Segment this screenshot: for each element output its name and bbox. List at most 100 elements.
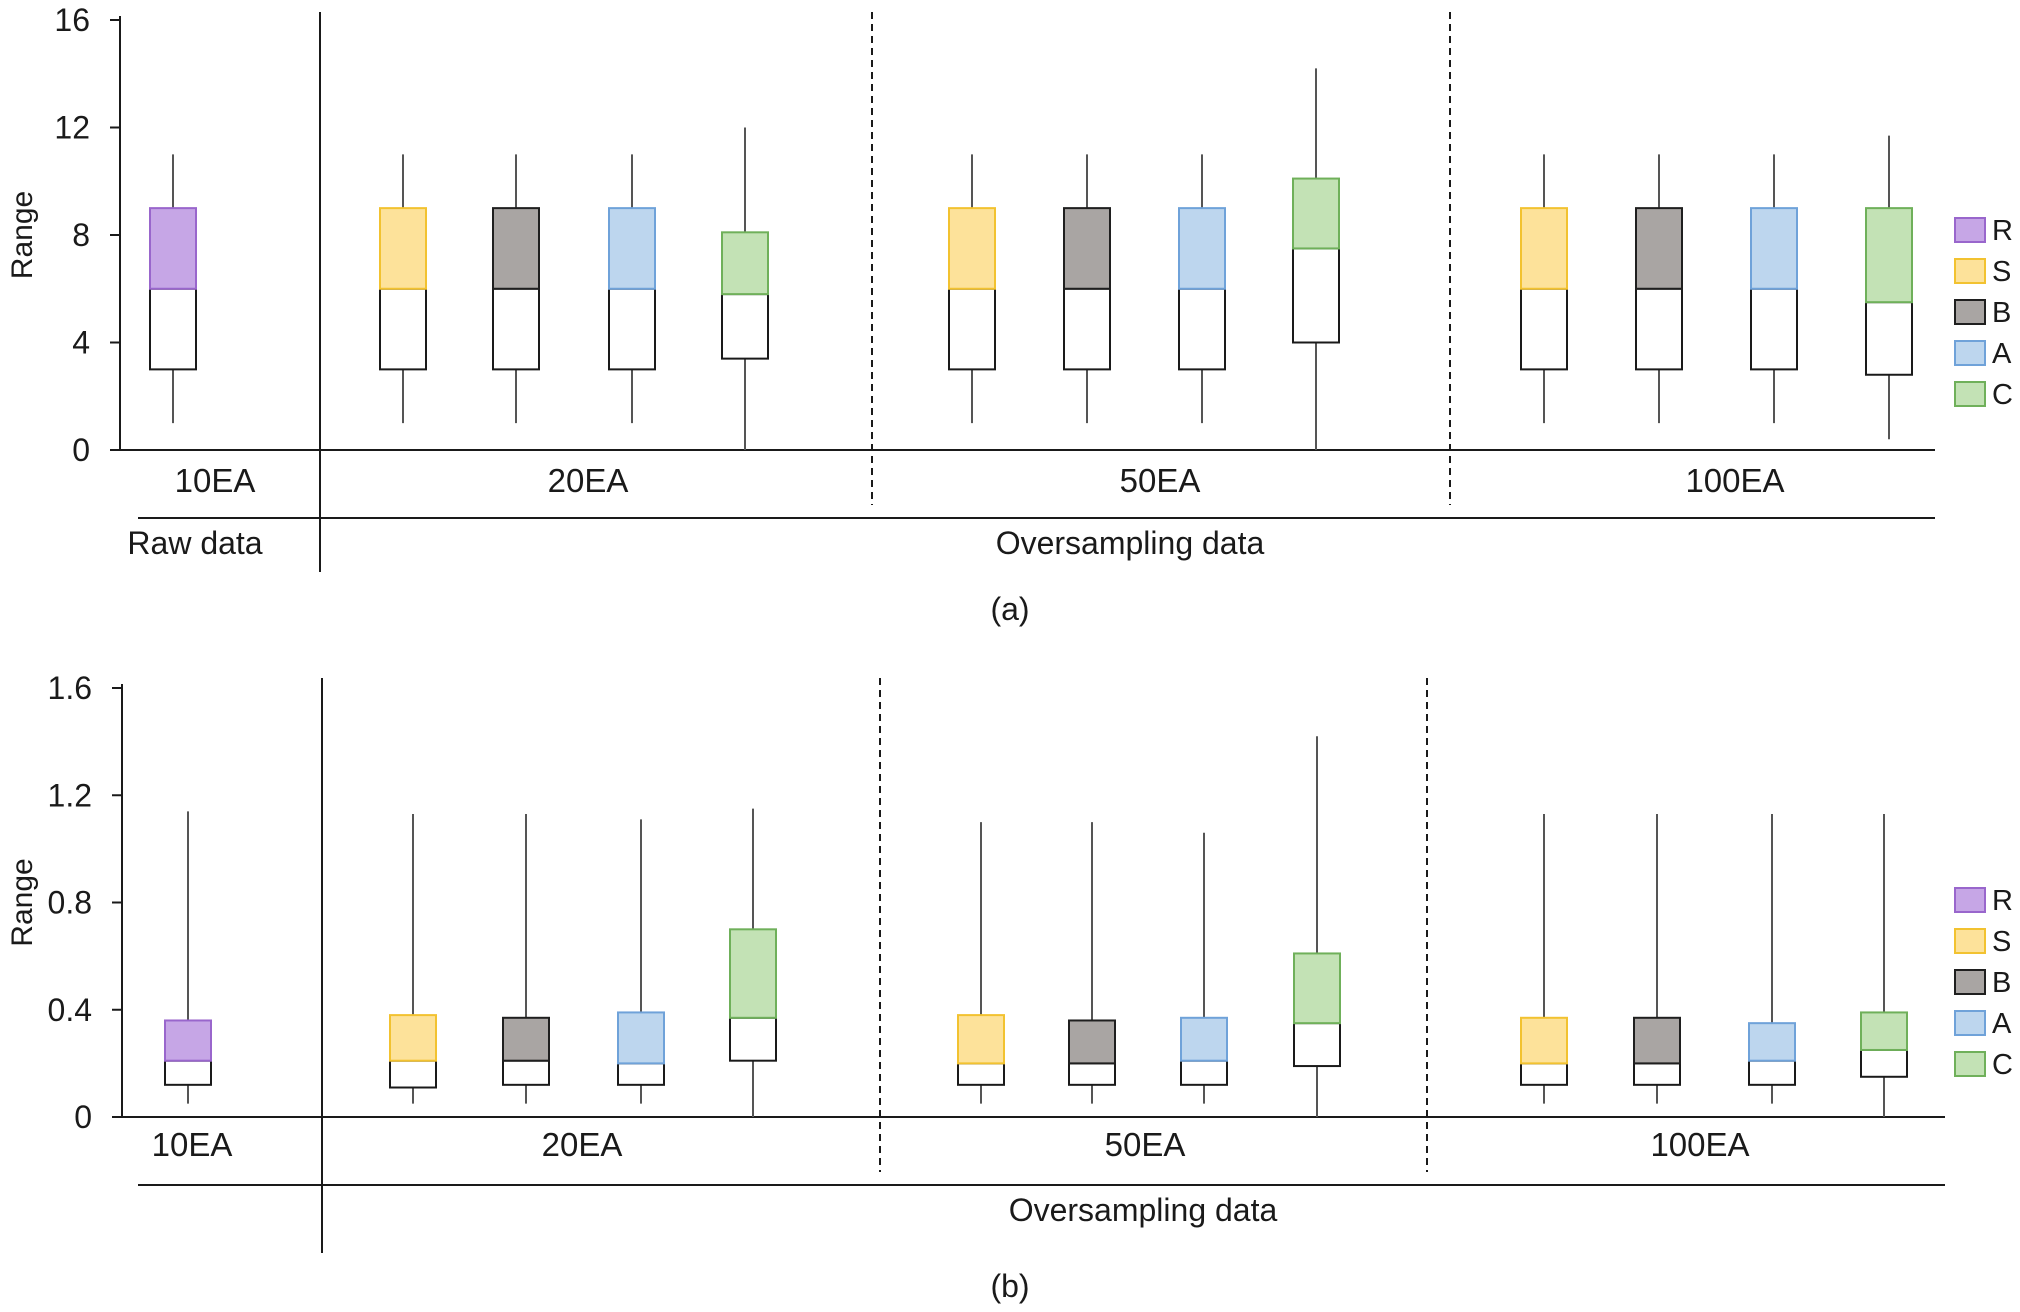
box-100EA-B [1635, 154, 1683, 424]
box-50EA-C [1293, 736, 1341, 1117]
box-10EA-R [149, 154, 197, 424]
box-100EA-S [1520, 154, 1568, 424]
y-tick-label: 1.2 [48, 777, 92, 813]
box-upper-quartile [608, 207, 656, 290]
legend-label-A: A [1992, 338, 2012, 370]
box-lower-quartile [729, 1016, 777, 1062]
legend-swatch-R [1954, 217, 1986, 243]
panel-caption: (a) [990, 591, 1029, 627]
box-upper-quartile [1865, 207, 1913, 304]
group-label: 20EA [542, 1126, 623, 1163]
box-upper-quartile [1293, 952, 1341, 1025]
box-lower-quartile [1865, 301, 1913, 376]
box-lower-quartile [1520, 1062, 1568, 1086]
panel-caption: (b) [990, 1268, 1029, 1304]
box-50EA-B [1063, 154, 1111, 424]
panel-b: 0 0.4 0.8 1.2 1.6 Range 10EA 20EA 50EA 100EA Overs… [6, 670, 2013, 1304]
box-20EA-S [389, 814, 437, 1104]
section-label: Oversampling data [996, 525, 1265, 561]
y-tick-label: 0.8 [48, 885, 92, 921]
box-upper-quartile [957, 1014, 1005, 1065]
box-50EA-A [1178, 154, 1226, 424]
box-upper-quartile [1860, 1011, 1908, 1051]
legend-label-S: S [1992, 256, 2011, 288]
box-upper-quartile [1748, 1022, 1796, 1062]
box-20EA-B [492, 154, 540, 424]
group-label: 20EA [548, 462, 629, 499]
box-upper-quartile [502, 1016, 550, 1062]
group-label: 50EA [1120, 462, 1201, 499]
box-lower-quartile [502, 1059, 550, 1086]
y-tick-label: 4 [72, 325, 90, 361]
box-lower-quartile [1520, 287, 1568, 371]
box-lower-quartile [379, 287, 427, 371]
box-lower-quartile [948, 287, 996, 371]
group-label: 100EA [1685, 462, 1784, 499]
box-50EA-S [957, 822, 1005, 1104]
box-100EA-B [1633, 814, 1681, 1104]
box-20EA-C [729, 808, 777, 1117]
box-20EA-A [617, 819, 665, 1104]
box-lower-quartile [1292, 247, 1340, 344]
legend-swatch-S [1954, 928, 1986, 954]
box-upper-quartile [149, 207, 197, 290]
box-upper-quartile [164, 1019, 212, 1062]
section-label: Oversampling data [1009, 1192, 1278, 1228]
legend-label-S: S [1992, 926, 2011, 958]
legend-label-C: C [1992, 1049, 2013, 1081]
box-20EA-B [502, 814, 550, 1104]
y-tick-label: 0.4 [48, 992, 92, 1028]
y-tick-label: 16 [54, 2, 90, 38]
legend-swatch-B [1954, 969, 1986, 995]
box-lower-quartile [149, 287, 197, 371]
box-lower-quartile [617, 1062, 665, 1086]
box-upper-quartile [721, 231, 769, 296]
group-label: 10EA [175, 462, 256, 499]
box-upper-quartile [389, 1014, 437, 1062]
box-upper-quartile [1178, 207, 1226, 290]
legend-swatch-A [1954, 1010, 1986, 1036]
y-axis-label: Range [6, 858, 39, 946]
box-lower-quartile [1068, 1062, 1116, 1086]
legend-label-R: R [1992, 885, 2013, 917]
legend-swatch-S [1954, 258, 1986, 284]
panel-a: 0 4 8 12 16 Range 10EA 20EA 50EA 100EA Raw data Ove… [6, 2, 2013, 627]
box-20EA-C [721, 127, 769, 450]
group-label: 100EA [1650, 1126, 1749, 1163]
box-upper-quartile [1635, 207, 1683, 290]
box-upper-quartile [1180, 1016, 1228, 1062]
box-100EA-A [1750, 154, 1798, 424]
legend-swatch-A [1954, 340, 1986, 366]
legend-swatch-R [1954, 887, 1986, 913]
box-upper-quartile [492, 207, 540, 290]
box-lower-quartile [1180, 1059, 1228, 1086]
box-10EA-R [164, 811, 212, 1104]
box-lower-quartile [1293, 1022, 1341, 1068]
box-upper-quartile [379, 207, 427, 290]
box-upper-quartile [1068, 1019, 1116, 1065]
y-tick-label: 8 [72, 217, 90, 253]
y-axis-label: Range [6, 191, 39, 279]
box-50EA-C [1292, 68, 1340, 450]
y-tick-label: 12 [54, 110, 90, 146]
y-tick-label: 1.6 [48, 670, 92, 706]
legend-label-B: B [1992, 297, 2011, 329]
box-100EA-C [1865, 135, 1913, 440]
box-20EA-S [379, 154, 427, 424]
box-lower-quartile [957, 1062, 1005, 1086]
legend-swatch-C [1954, 381, 1986, 407]
legend-label-C: C [1992, 379, 2013, 411]
box-100EA-C [1860, 814, 1908, 1117]
box-upper-quartile [1633, 1016, 1681, 1065]
box-lower-quartile [1860, 1048, 1908, 1078]
box-100EA-A [1748, 814, 1796, 1104]
box-upper-quartile [1750, 207, 1798, 290]
y-tick-label: 0 [74, 1099, 92, 1135]
box-20EA-A [608, 154, 656, 424]
box-upper-quartile [617, 1011, 665, 1065]
box-lower-quartile [1633, 1062, 1681, 1086]
legend-swatch-B [1954, 299, 1986, 325]
box-lower-quartile [1750, 287, 1798, 371]
